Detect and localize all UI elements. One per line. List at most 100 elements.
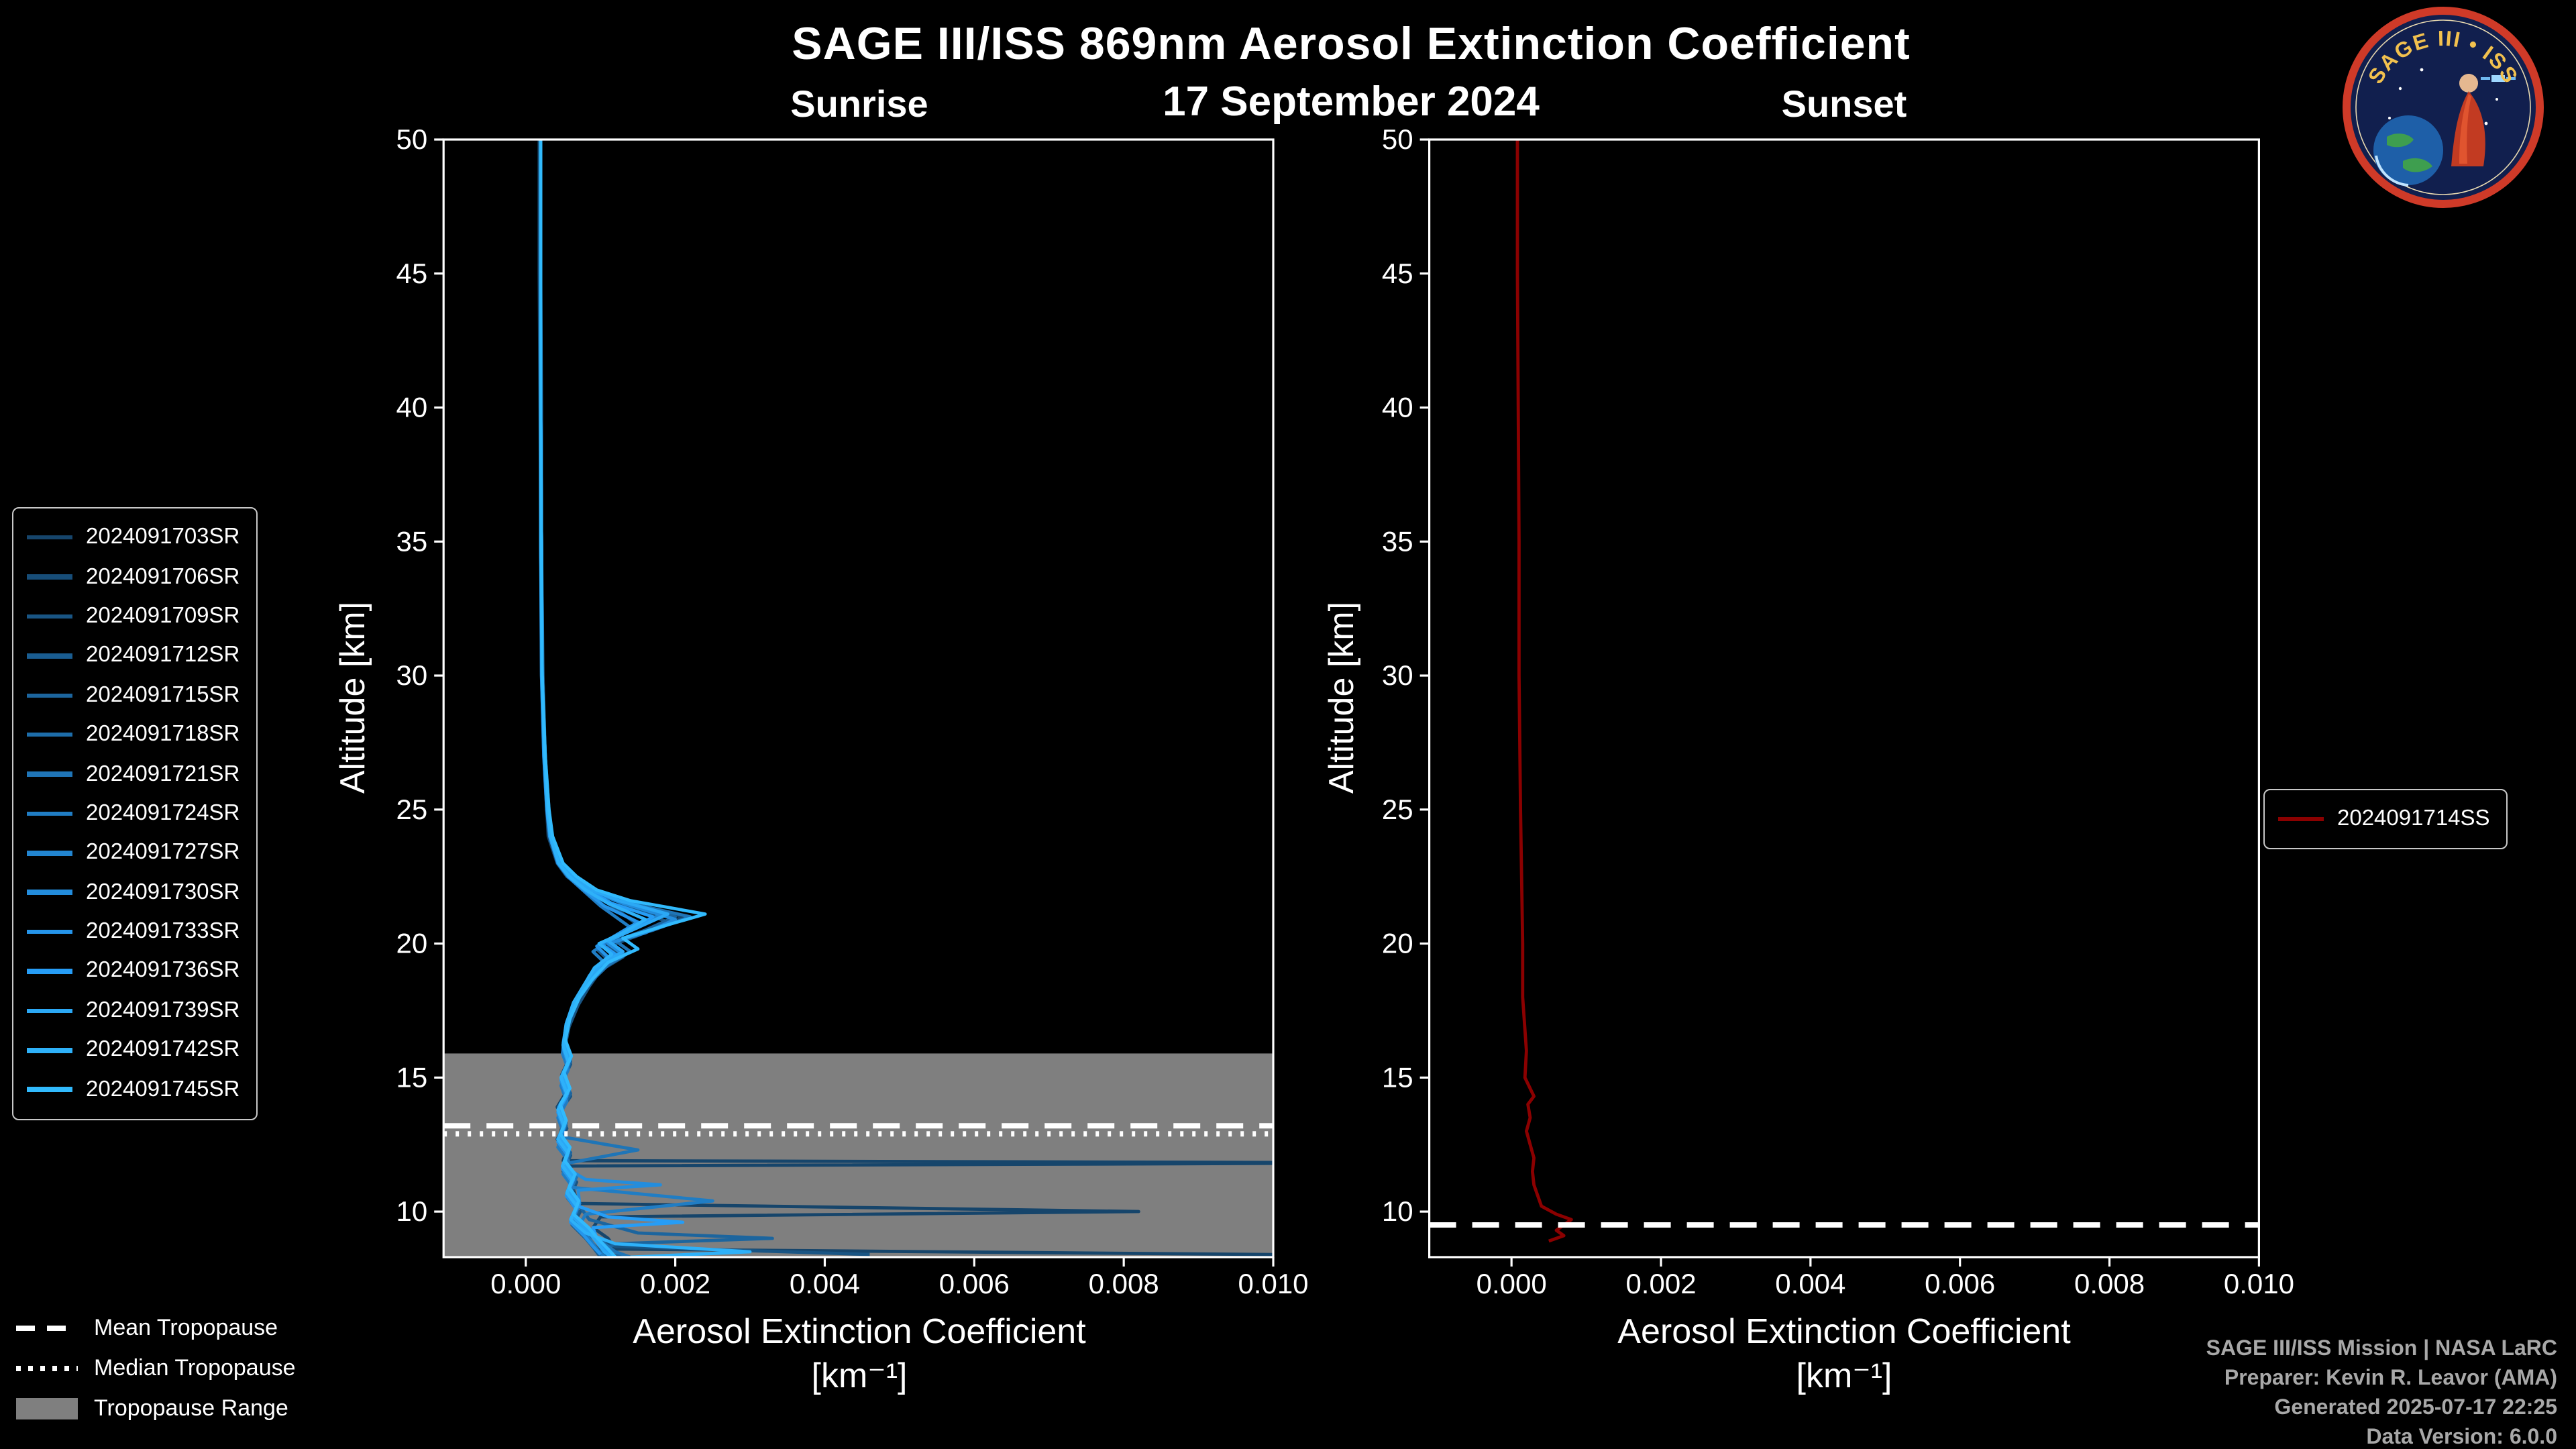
date-subtitle: 17 September 2024 [1163, 78, 1540, 125]
legend-line-sample-icon [27, 1008, 72, 1014]
y-tick-label: 45 [1382, 258, 1413, 289]
legend-line-sample-icon [27, 1087, 72, 1092]
logo-sage-figure [2451, 74, 2485, 166]
y-tick-label: 50 [396, 123, 427, 155]
logo-earth-icon [2373, 115, 2443, 186]
sunrise-panel-title: Sunrise [790, 83, 928, 125]
legend-item: 2024091739SR [27, 991, 239, 1030]
x-tick-label: 0.004 [790, 1268, 860, 1299]
xaxis-label-sunrise: Aerosol Extinction Coefficient [633, 1311, 1086, 1351]
legend-item: 2024091721SR [27, 755, 239, 794]
y-tick-label: 35 [396, 525, 427, 557]
y-tick-label: 30 [1382, 659, 1413, 691]
legend-item: 2024091703SR [27, 518, 239, 557]
y-tick-label: 25 [396, 794, 427, 825]
legend-line-sample-icon [27, 969, 72, 974]
legend-line-sample-icon [27, 693, 72, 698]
x-tick-label: 0.006 [1925, 1268, 1995, 1299]
panel-sunrise: 0.000 0.002 0.004 0.006 0.008 0.010 10 15 20 25 30… [396, 123, 1308, 1299]
xaxis-unit-sunset: [km⁻¹] [1796, 1355, 1892, 1395]
page-title: SAGE III/ISS 869nm Aerosol Extinction Co… [792, 19, 1911, 70]
legend-line-sample-icon [27, 653, 72, 659]
x-tick-label: 0.010 [1238, 1268, 1308, 1299]
footer-preparer: Preparer: Kevin R. Leavor (AMA) [2224, 1367, 2557, 1390]
y-tick-label: 50 [1382, 123, 1413, 155]
legend-line-sample-icon [27, 851, 72, 856]
plot-border [442, 138, 1275, 1258]
x-tick-label: 0.000 [1477, 1268, 1547, 1299]
legend-label: 2024091709SR [86, 603, 240, 628]
y-tick-label: 20 [1382, 928, 1413, 959]
y-tick-label: 35 [1382, 525, 1413, 557]
footer-mission: SAGE III/ISS Mission | NASA LaRC [2206, 1338, 2557, 1360]
legend-label: 2024091733SR [86, 919, 240, 944]
legend-label: 2024091727SR [86, 840, 240, 865]
x-tick-label: 0.006 [939, 1268, 1010, 1299]
legend-item: 2024091736SR [27, 952, 239, 991]
y-tick-label: 30 [396, 659, 427, 691]
y-tick-label: 15 [396, 1061, 427, 1093]
legend-label: 2024091714SS [2337, 806, 2490, 831]
y-tick-label: 15 [1382, 1061, 1413, 1093]
x-tick-label: 0.002 [1625, 1268, 1696, 1299]
legend-item: 2024091733SR [27, 912, 239, 952]
logo-satellite-icon [2481, 75, 2516, 82]
legend-item: 2024091718SR [27, 715, 239, 755]
legend-line-sample-icon [27, 574, 72, 580]
legend-line-sample-icon [27, 535, 72, 540]
legend-item: 2024091709SR [27, 597, 239, 637]
sunrise-legend: 2024091703SR 2024091706SR 2024091709SR 2024… [12, 507, 258, 1120]
legend-label: 2024091715SR [86, 682, 240, 707]
legend-label: 2024091721SR [86, 761, 240, 786]
y-tick-label: 45 [396, 258, 427, 289]
legend-item-mean-tropopause: Mean Tropopause [16, 1308, 296, 1348]
sunset-legend: 2024091714SS [2263, 789, 2508, 850]
panel-sunset: 0.000 0.002 0.004 0.006 0.008 0.010 10 15 20 25 30… [1382, 123, 2294, 1299]
xaxis-unit-sunrise: [km⁻¹] [811, 1355, 908, 1395]
footer-generated: Generated 2025-07-17 22:25 [2274, 1397, 2557, 1419]
sunset-panel-title: Sunset [1781, 83, 1907, 125]
legend-line-sample-icon [27, 614, 72, 619]
y-tick-label: 40 [1382, 392, 1413, 423]
plot-border [1428, 138, 2261, 1258]
legend-line-sample-icon [2278, 816, 2324, 822]
footer-credits: SAGE III/ISS Mission | NASA LaRC Prepare… [2206, 1335, 2557, 1449]
tropopause-legend: Mean Tropopause Median Tropopause Tropop… [16, 1308, 296, 1429]
dotted-line-sample-icon [16, 1366, 78, 1371]
legend-label: 2024091712SR [86, 643, 240, 667]
legend-line-sample-icon [27, 929, 72, 934]
legend-label: 2024091703SR [86, 525, 240, 549]
legend-label: 2024091739SR [86, 998, 240, 1022]
legend-item: 2024091724SR [27, 794, 239, 833]
legend-line-sample-icon [27, 1048, 72, 1053]
legend-line-sample-icon [27, 771, 72, 777]
x-tick-label: 0.008 [2074, 1268, 2145, 1299]
gray-band-sample-icon [16, 1398, 78, 1419]
y-tick-label: 20 [396, 928, 427, 959]
legend-item: 2024091730SR [27, 873, 239, 912]
legend-label: 2024091706SR [86, 564, 240, 589]
x-tick-label: 0.010 [2224, 1268, 2294, 1299]
legend-label: Mean Tropopause [94, 1315, 278, 1340]
x-tick-label: 0.002 [640, 1268, 710, 1299]
legend-line-sample-icon [27, 732, 72, 737]
legend-item: 2024091712SR [27, 636, 239, 676]
legend-line-sample-icon [27, 811, 72, 816]
legend-line-sample-icon [27, 890, 72, 895]
y-tick-label: 40 [396, 392, 427, 423]
dashed-line-sample-icon [16, 1326, 78, 1331]
legend-label: 2024091718SR [86, 722, 240, 747]
legend-item: 2024091742SR [27, 1030, 239, 1070]
legend-item-tropopause-range: Tropopause Range [16, 1389, 296, 1429]
y-tick-label: 10 [1382, 1195, 1413, 1227]
x-tick-label: 0.004 [1775, 1268, 1845, 1299]
legend-label: 2024091724SR [86, 800, 240, 825]
legend-item: 2024091706SR [27, 557, 239, 597]
y-tick-label: 10 [396, 1195, 427, 1227]
legend-label: 2024091745SR [86, 1077, 240, 1102]
legend-item: 2024091745SR [27, 1070, 239, 1110]
y-tick-label: 25 [1382, 794, 1413, 825]
x-tick-label: 0.008 [1089, 1268, 1159, 1299]
